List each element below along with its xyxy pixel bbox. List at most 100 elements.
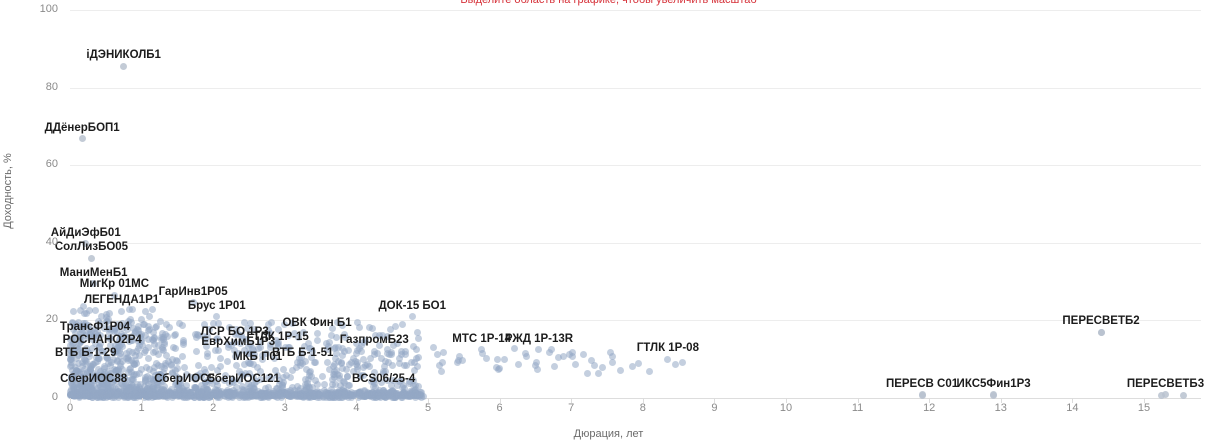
- data-point: [342, 390, 350, 398]
- x-tick-mark: [499, 398, 501, 403]
- data-point: [126, 387, 134, 395]
- data-point: [151, 393, 159, 401]
- data-point: [335, 388, 343, 396]
- data-point: [534, 365, 542, 373]
- data-point: [300, 387, 308, 395]
- data-point: [390, 388, 398, 396]
- data-point: [299, 390, 307, 398]
- gridline: [70, 320, 1201, 322]
- data-point: [174, 390, 182, 398]
- data-point: [170, 343, 178, 351]
- data-point: [159, 344, 167, 352]
- data-point: [101, 390, 109, 398]
- data-point: [369, 389, 377, 397]
- data-point: [261, 390, 269, 398]
- data-point: [303, 385, 311, 393]
- data-point: [216, 354, 224, 362]
- data-point: [127, 376, 135, 384]
- data-point: [230, 386, 238, 394]
- data-point: [173, 357, 181, 365]
- plot-area[interactable]: iДЭНИКОЛБ1 ДДёнерБОП1 АйДиЭфБ01 СолЛизБО05 М…: [45, 10, 1204, 402]
- data-point: [184, 393, 192, 401]
- data-point: [110, 389, 118, 397]
- data-point: [384, 345, 392, 353]
- data-point: [307, 373, 315, 381]
- data-point: [238, 385, 246, 393]
- data-point: [106, 393, 114, 401]
- data-point: [478, 350, 486, 358]
- data-point: [168, 390, 176, 398]
- data-point: [151, 334, 159, 342]
- data-point: [299, 360, 307, 368]
- data-point: [342, 365, 350, 373]
- data-point: [132, 384, 140, 392]
- data-point: [253, 390, 261, 398]
- data-point: [127, 382, 135, 390]
- data-point: [176, 386, 184, 394]
- data-point: [257, 390, 265, 398]
- data-point: [635, 360, 643, 368]
- data-point: [87, 363, 95, 371]
- data-point: [348, 388, 356, 396]
- data-point: [160, 387, 168, 394]
- data-point: [149, 337, 157, 345]
- data-point: [144, 381, 152, 389]
- data-point: [163, 389, 171, 397]
- data-point: [400, 385, 408, 393]
- x-tick-label: 14: [1066, 402, 1079, 414]
- data-point: [559, 353, 567, 361]
- data-point: [81, 389, 89, 397]
- data-point: [334, 371, 342, 379]
- data-point: [186, 388, 194, 396]
- data-point: [149, 388, 157, 396]
- data-point: [569, 353, 577, 361]
- data-point: [146, 374, 154, 382]
- data-point: [355, 388, 363, 396]
- point-label: МигКр 01МС: [79, 278, 150, 291]
- data-point: [340, 388, 348, 396]
- data-point: [454, 359, 462, 367]
- data-point: [412, 389, 420, 397]
- data-point: [160, 386, 168, 394]
- data-point: [355, 390, 363, 398]
- data-point: [193, 333, 201, 341]
- data-point: [131, 388, 139, 396]
- data-point: [325, 339, 333, 347]
- data-point: [135, 326, 143, 334]
- data-point: [330, 368, 338, 376]
- data-point: [129, 375, 137, 383]
- data-point: [208, 363, 216, 371]
- data-point: [87, 363, 95, 371]
- data-point: [155, 362, 163, 370]
- data-point: [297, 385, 305, 393]
- data-point: [277, 389, 285, 397]
- data-point: [106, 390, 114, 398]
- data-point: [86, 384, 94, 392]
- data-point: [107, 358, 115, 366]
- x-tick-mark: [141, 398, 143, 403]
- data-point: [372, 389, 380, 397]
- data-point: [306, 393, 314, 401]
- data-point: [155, 388, 163, 396]
- data-point: [303, 383, 311, 391]
- data-point: [607, 348, 615, 356]
- x-tick-mark: [1072, 398, 1074, 403]
- data-point: [319, 372, 327, 380]
- data-point: [137, 387, 145, 395]
- data-point: [329, 371, 337, 379]
- data-point: [588, 356, 596, 364]
- data-point: [664, 355, 672, 363]
- data-point: [551, 363, 559, 371]
- data-point: [159, 346, 167, 354]
- data-point: [308, 383, 316, 391]
- data-point: [157, 334, 165, 342]
- data-point: [183, 386, 191, 394]
- data-point: [261, 385, 269, 393]
- data-point: [231, 390, 239, 398]
- data-point: [114, 387, 122, 395]
- point-label: СберИОС88: [60, 373, 128, 386]
- data-point: [76, 390, 84, 398]
- data-point: [228, 390, 236, 398]
- data-point: [121, 390, 129, 398]
- data-point: [192, 384, 200, 392]
